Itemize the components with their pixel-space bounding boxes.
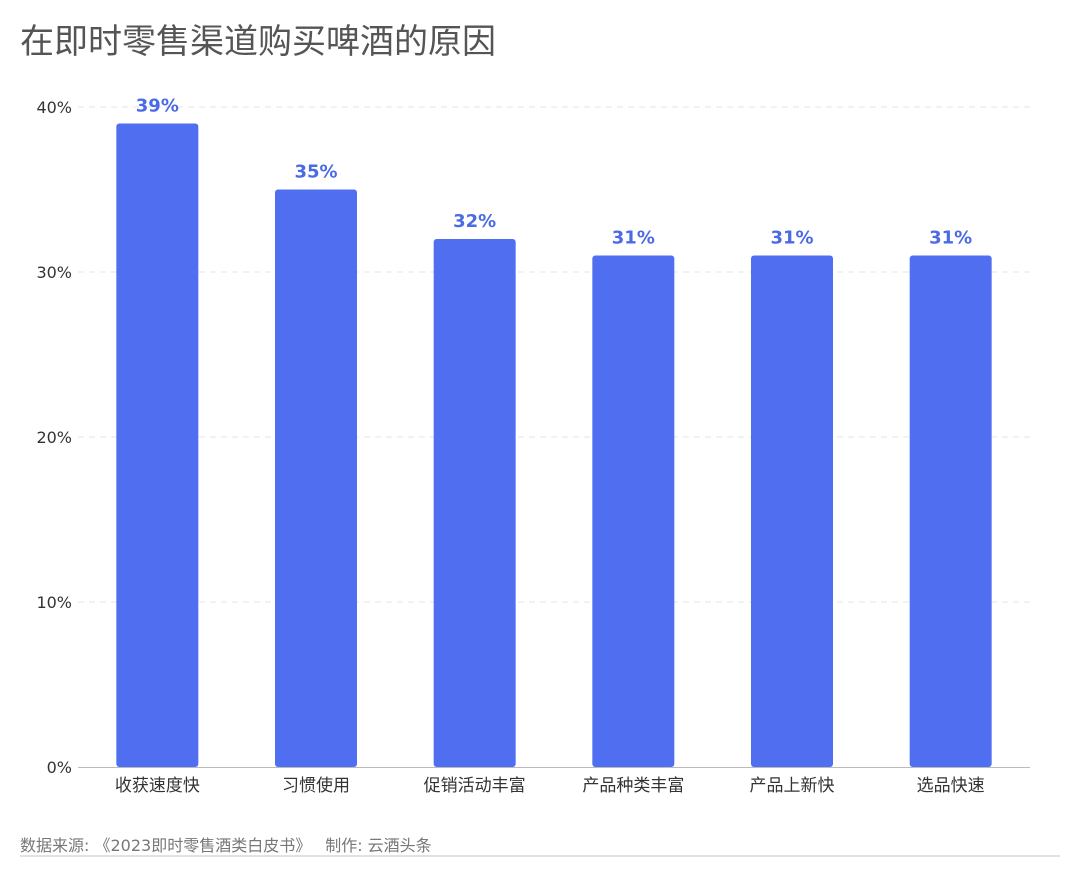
bar-value-label: 31% — [770, 228, 813, 249]
footer: 数据来源: 《2023即时零售酒类白皮书》 制作: 云酒头条 — [20, 832, 432, 856]
x-tick-label: 产品种类丰富 — [582, 776, 684, 796]
source-text: 数据来源: 《2023即时零售酒类白皮书》 — [20, 836, 312, 855]
chart-title: 在即时零售渠道购买啤酒的原因 — [20, 22, 496, 62]
x-tick-label: 选品快速 — [917, 776, 985, 796]
y-tick-label: 0% — [47, 758, 72, 777]
x-tick-label: 收获速度快 — [115, 776, 200, 796]
bars — [116, 123, 992, 767]
x-tick-label: 促销活动丰富 — [424, 776, 526, 796]
bar — [433, 239, 516, 767]
y-tick-label: 20% — [36, 428, 72, 447]
value-labels: 39% 35% 32% 31% 31% 31% — [136, 96, 972, 249]
bar — [116, 123, 199, 767]
y-tick-label: 40% — [36, 98, 72, 117]
bar — [275, 189, 357, 767]
x-axis-ticks: 收获速度快 习惯使用 促销活动丰富 产品种类丰富 产品上新快 选品快速 — [115, 775, 985, 796]
x-tick-label: 产品上新快 — [750, 776, 835, 796]
y-tick-label: 10% — [36, 593, 72, 612]
bar-chart: 0% 10% 20% 30% 40% 39% 35% 32% 31% 31% 31% 收获速度快 习… — [36, 96, 1030, 796]
bar — [751, 255, 833, 767]
bar-value-label: 31% — [612, 228, 655, 249]
y-axis-ticks: 0% 10% 20% 30% 40% — [36, 98, 72, 777]
bar — [909, 255, 992, 767]
bar-value-label: 39% — [136, 96, 179, 117]
bar — [592, 255, 675, 767]
footer-divider — [20, 855, 1060, 857]
bar-value-label: 31% — [929, 228, 972, 249]
credit-text: 制作: 云酒头条 — [325, 836, 432, 855]
x-tick-label: 习惯使用 — [282, 775, 350, 796]
bar-value-label: 35% — [294, 162, 337, 183]
y-tick-label: 30% — [36, 263, 72, 282]
grid-lines — [78, 106, 1030, 603]
bar-value-label: 32% — [453, 211, 496, 232]
